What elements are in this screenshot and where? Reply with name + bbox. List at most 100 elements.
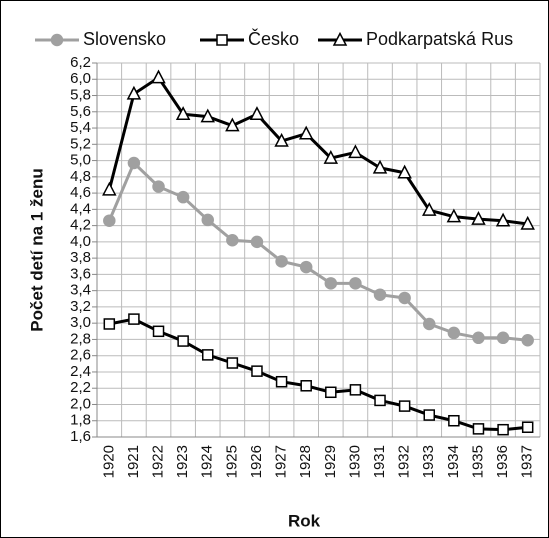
point-marker (323, 150, 339, 164)
x-axis-label: Rok (288, 511, 321, 530)
y-tick-label: 4,6 (70, 184, 91, 201)
point-marker (175, 106, 191, 120)
y-tick-label: 4,2 (70, 217, 91, 234)
point-marker (274, 132, 289, 147)
x-tick-label: 1930 (346, 445, 363, 478)
y-tick-label: 6,0 (70, 70, 91, 87)
y-tick-label: 2,4 (70, 363, 91, 380)
point-marker (373, 288, 387, 301)
y-tick-label: 5,6 (70, 103, 91, 120)
y-tick-label: 2,0 (70, 395, 91, 412)
y-tick-label: 2,2 (70, 379, 91, 396)
y-tick-label: 3,0 (70, 314, 91, 331)
point-marker (397, 164, 412, 179)
point-marker (471, 210, 486, 225)
point-marker (398, 400, 411, 412)
legend-label: Slovensko (83, 29, 166, 49)
x-tick-label: 1922 (149, 445, 166, 478)
x-tick-label: 1933 (420, 445, 437, 478)
y-axis-label: Počet detí na 1 ženu (27, 168, 46, 331)
point-marker (176, 190, 190, 204)
point-marker (521, 421, 534, 433)
point-marker (128, 313, 140, 325)
y-tick-label: 4,4 (70, 200, 91, 217)
x-tick-label: 1926 (248, 445, 265, 478)
point-marker (298, 125, 314, 140)
x-tick-label: 1937 (519, 445, 536, 478)
point-marker (251, 365, 263, 377)
y-tick-label: 3,6 (70, 265, 91, 282)
point-marker (151, 69, 166, 84)
point-marker (226, 357, 239, 369)
y-tick-label: 3,8 (70, 249, 91, 266)
point-marker (226, 233, 239, 247)
x-tick-label: 1923 (174, 445, 191, 478)
point-marker (152, 325, 165, 338)
point-marker (446, 208, 462, 223)
point-marker (249, 106, 265, 120)
x-tick-label: 1934 (445, 445, 462, 478)
point-marker (348, 144, 363, 159)
point-marker (202, 349, 214, 361)
legend-label: Česko (248, 28, 299, 49)
x-tick-label: 1928 (297, 445, 314, 478)
point-marker (496, 331, 510, 345)
x-tick-label: 1931 (371, 445, 388, 478)
point-marker (152, 180, 165, 193)
point-marker (349, 384, 362, 396)
y-tick-label: 2,6 (70, 347, 91, 364)
point-marker (447, 326, 461, 340)
point-marker (275, 375, 288, 388)
point-marker (275, 255, 288, 268)
y-tick-label: 5,4 (70, 119, 91, 136)
y-tick-label: 3,4 (70, 282, 91, 299)
x-tick-label: 1927 (273, 445, 290, 478)
x-tick-label: 1924 (199, 445, 216, 478)
x-tick-label: 1920 (100, 445, 117, 478)
y-tick-label: 1,8 (70, 412, 91, 429)
y-tick-label: 5,0 (70, 152, 91, 169)
legend-marker (216, 34, 228, 46)
point-marker (127, 156, 141, 170)
point-marker (300, 380, 312, 392)
point-marker (521, 333, 534, 347)
point-marker (324, 277, 338, 290)
point-marker (201, 213, 214, 227)
point-marker (372, 159, 388, 174)
point-marker (495, 212, 511, 227)
point-marker (472, 423, 485, 435)
point-marker (126, 85, 142, 100)
y-tick-label: 3,2 (70, 298, 91, 315)
x-tick-label: 1932 (396, 445, 413, 478)
point-marker (349, 277, 362, 290)
point-marker (325, 386, 337, 399)
x-tick-label: 1925 (223, 445, 240, 478)
point-marker (520, 215, 535, 230)
x-tick-label: 1935 (469, 445, 486, 478)
y-tick-label: 1,6 (70, 428, 91, 445)
point-marker (448, 414, 460, 427)
point-marker (374, 394, 386, 407)
point-marker (472, 331, 485, 345)
x-tick-label: 1921 (125, 445, 142, 478)
point-marker (423, 409, 435, 421)
y-tick-label: 6,2 (70, 54, 91, 71)
point-marker (497, 423, 509, 436)
point-marker (250, 235, 264, 249)
legend-marker (332, 31, 348, 46)
point-marker (422, 202, 437, 216)
y-tick-label: 4,0 (70, 233, 91, 250)
y-tick-label: 5,2 (70, 135, 91, 152)
point-marker (200, 108, 215, 123)
x-tick-label: 1929 (322, 445, 339, 478)
point-marker (225, 117, 240, 132)
x-tick-label: 1936 (494, 445, 511, 478)
point-marker (102, 181, 117, 196)
legend-marker (50, 33, 64, 47)
y-tick-label: 5,8 (70, 86, 91, 103)
legend-label: Podkarpatská Rus (366, 29, 513, 49)
y-tick-label: 4,8 (70, 168, 91, 185)
point-marker (103, 214, 116, 227)
